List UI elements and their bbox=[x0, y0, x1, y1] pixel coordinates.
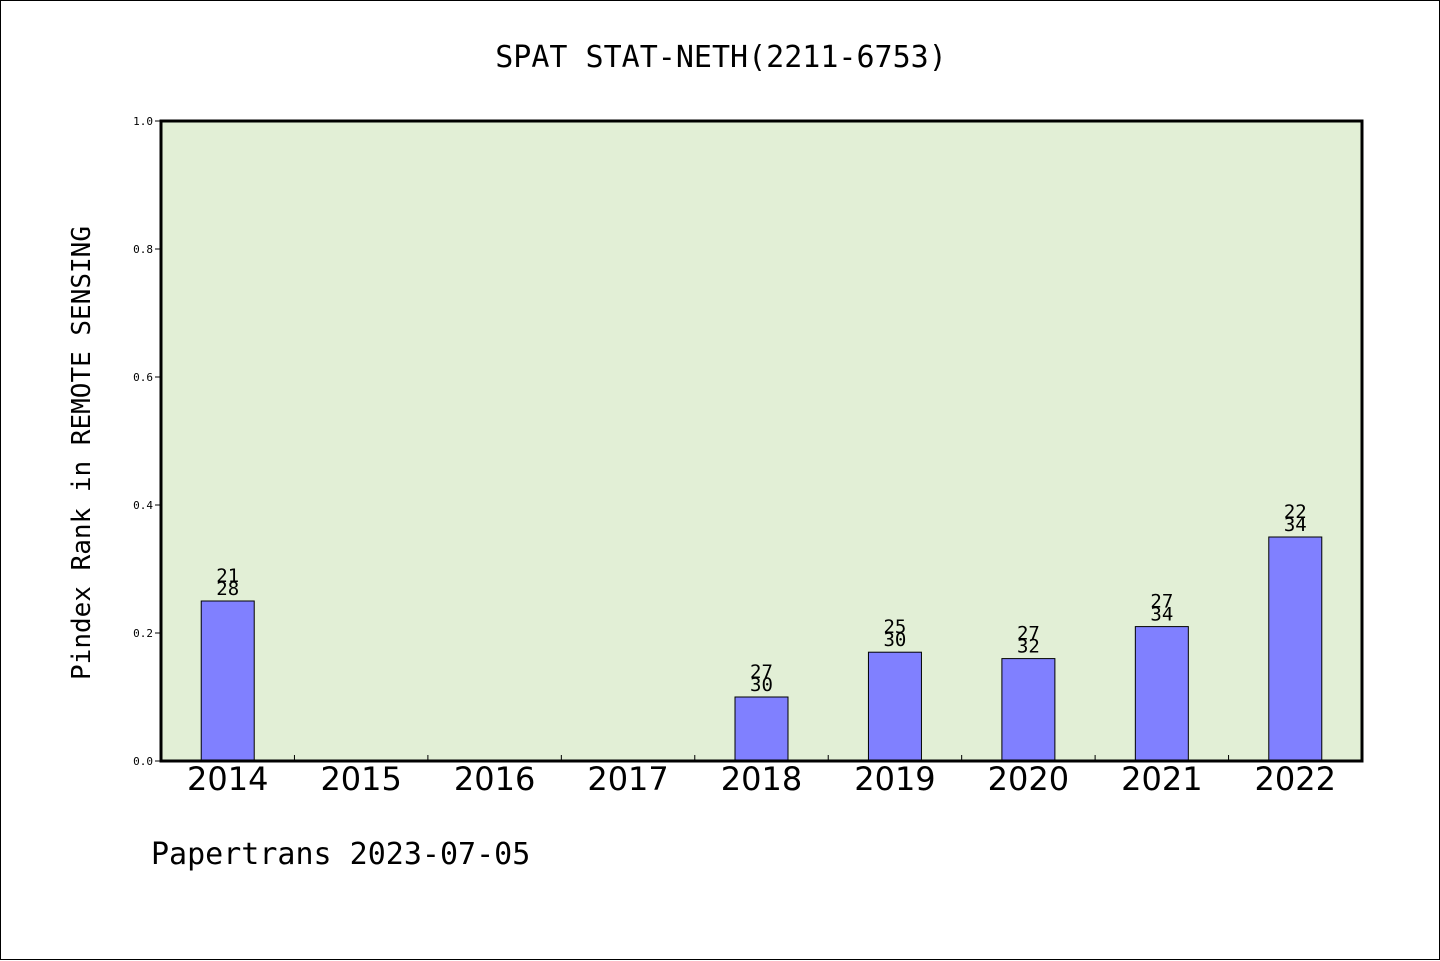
x-tick-label: 2018 bbox=[721, 760, 802, 798]
y-axis-label: Pindex Rank in REMOTE SENSING bbox=[67, 226, 97, 680]
bar-label-bottom: 30 bbox=[883, 629, 906, 651]
x-axis-ticks: 2014 2015 2016 2017 2018 2019 2020 2021 2022 bbox=[187, 755, 1336, 798]
chart-title: SPAT STAT-NETH(2211-6753) bbox=[495, 40, 947, 75]
y-axis-ticks: 0.0 0.2 0.4 0.6 0.8 1.0 bbox=[133, 115, 161, 768]
bar bbox=[734, 696, 789, 762]
footer-credit: Papertrans 2023-07-05 bbox=[151, 837, 530, 872]
y-tick-label: 1.0 bbox=[133, 115, 153, 128]
bar-label-top: 21 bbox=[216, 565, 239, 587]
bar-label-top: 27 bbox=[1017, 623, 1040, 645]
bar bbox=[200, 600, 255, 762]
bar bbox=[867, 651, 922, 762]
bar bbox=[1268, 536, 1323, 762]
x-tick-label: 2020 bbox=[988, 760, 1069, 798]
y-tick-label: 0.2 bbox=[133, 627, 153, 640]
bar-label-bottom: 30 bbox=[750, 674, 773, 696]
bar-label-bottom: 34 bbox=[1284, 514, 1307, 536]
bar bbox=[1134, 626, 1189, 762]
y-tick-label: 0.4 bbox=[133, 499, 153, 512]
bars bbox=[200, 536, 1323, 762]
x-tick-label: 2021 bbox=[1121, 760, 1202, 798]
bar-label-bottom: 32 bbox=[1017, 636, 1040, 658]
x-tick-label: 2019 bbox=[854, 760, 935, 798]
bar-label-top: 22 bbox=[1284, 501, 1307, 523]
x-tick-label: 2014 bbox=[187, 760, 268, 798]
y-tick-label: 0.6 bbox=[133, 371, 153, 384]
bar-label-top: 27 bbox=[1150, 591, 1173, 613]
bar-label-bottom: 34 bbox=[1150, 604, 1173, 626]
bar-label-top: 25 bbox=[883, 616, 906, 638]
y-tick-label: 0.0 bbox=[133, 755, 153, 768]
x-tick-label: 2022 bbox=[1255, 760, 1336, 798]
bar-label-top: 27 bbox=[750, 661, 773, 683]
bar-label-bottom: 28 bbox=[216, 578, 239, 600]
x-tick-label: 2016 bbox=[454, 760, 535, 798]
y-tick-label: 0.8 bbox=[133, 243, 153, 256]
bar bbox=[1001, 658, 1056, 762]
x-tick-label: 2017 bbox=[587, 760, 668, 798]
x-tick-label: 2015 bbox=[320, 760, 401, 798]
plot-border bbox=[159, 119, 1364, 763]
